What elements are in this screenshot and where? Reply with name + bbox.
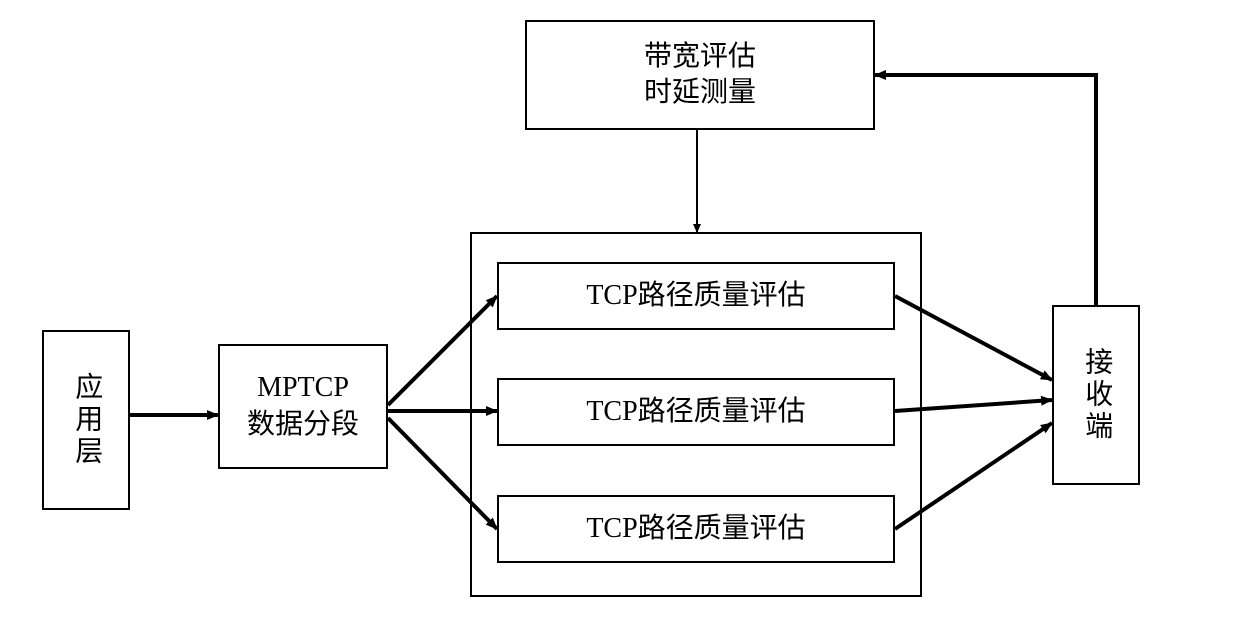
bandwidth-box: 带宽评估时延测量 — [525, 20, 875, 130]
tcp3-label: TCP路径质量评估 — [586, 511, 805, 547]
receiver-label: 接收端 — [1078, 347, 1114, 443]
tcp3-box: TCP路径质量评估 — [497, 495, 895, 563]
tcp2-box: TCP路径质量评估 — [497, 378, 895, 446]
tcp1-label: TCP路径质量评估 — [586, 278, 805, 314]
mptcp-box: MPTCP数据分段 — [218, 344, 388, 469]
tcp2-label: TCP路径质量评估 — [586, 394, 805, 430]
bandwidth-label: 带宽评估时延测量 — [644, 39, 756, 112]
receiver-box: 接收端 — [1052, 305, 1140, 485]
app-layer-label: 应用层 — [68, 372, 104, 468]
app-layer-box: 应用层 — [42, 330, 130, 510]
mptcp-label: MPTCP数据分段 — [247, 370, 359, 443]
tcp1-box: TCP路径质量评估 — [497, 262, 895, 330]
